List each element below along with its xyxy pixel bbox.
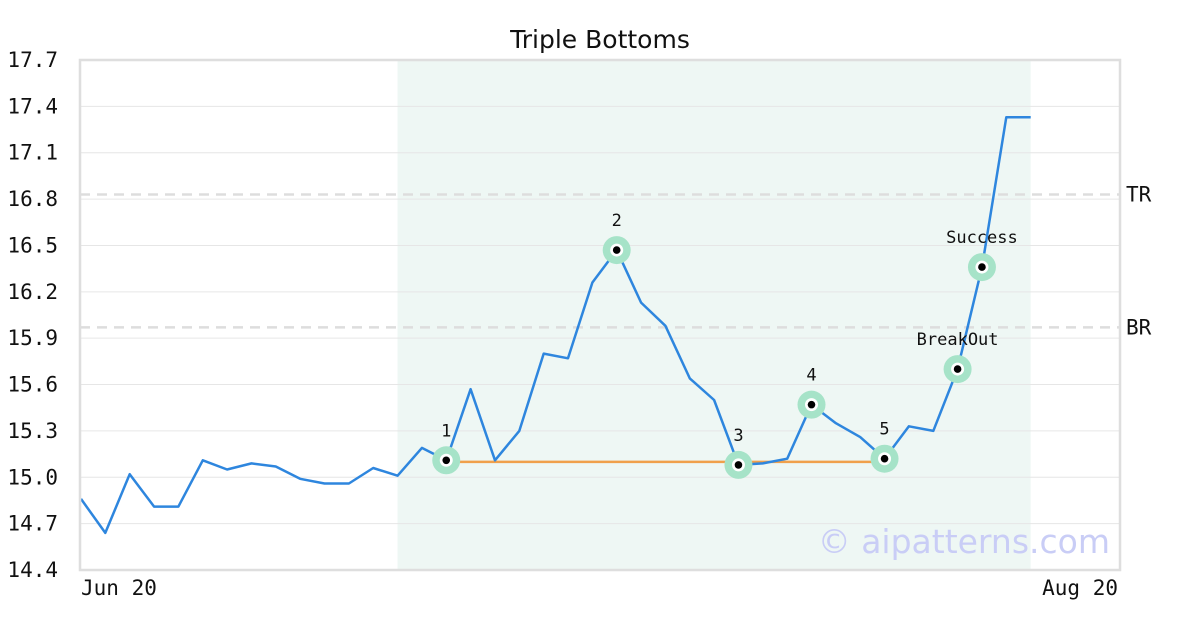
- annotation-label-4: 4: [806, 366, 816, 386]
- y-tick-label: 15.9: [7, 326, 58, 350]
- pattern-region: [397, 60, 1031, 570]
- y-tick-label: 15.3: [7, 419, 58, 443]
- y-tick-label: 16.8: [7, 187, 58, 211]
- y-tick-label: 16.2: [7, 280, 58, 304]
- annotation-label-2: 2: [612, 211, 622, 231]
- axes-layer: 14.4 14.7 15.0 15.3 15.6 15.9 16.2 16.5 16.8 17.1…: [7, 48, 1122, 600]
- reference-label-br: BR: [1126, 315, 1152, 339]
- pattern-region-layer: [397, 60, 1031, 570]
- watermark: © aipatterns.com: [818, 522, 1110, 561]
- y-tick-label: 17.7: [7, 48, 58, 72]
- price-series-line: [79, 115, 1031, 535]
- annotation-label-3: 3: [733, 426, 743, 446]
- marker-dot-2: [612, 246, 621, 254]
- y-tick-label: 14.4: [7, 558, 58, 582]
- series-layer: [79, 115, 1031, 535]
- y-tick-label: 14.7: [7, 512, 58, 536]
- annotation-label-1: 1: [441, 421, 451, 441]
- plot-border: [78, 58, 1122, 572]
- y-tick-label: 15.6: [7, 373, 58, 397]
- annotation-markers-layer: 1 2 3 4 5 BreakOut Success: [432, 211, 1018, 479]
- marker-dot-4: [807, 400, 816, 409]
- annotation-label-breakout: BreakOut: [917, 330, 999, 350]
- y-tick-label: 16.5: [7, 233, 58, 257]
- reference-label-tr: TR: [1126, 182, 1152, 206]
- marker-dot-5: [880, 454, 889, 463]
- annotation-label-success: Success: [946, 228, 1018, 248]
- marker-dot-success: [978, 263, 986, 271]
- x-tick-label: Aug 20: [1042, 576, 1118, 600]
- chart-title: Triple Bottoms: [509, 25, 690, 54]
- y-tick-label: 17.1: [7, 141, 58, 165]
- marker-dot-breakout: [953, 365, 962, 373]
- marker-dot-3: [734, 461, 743, 469]
- y-tick-label: 17.4: [7, 94, 58, 118]
- y-tick-label: 15.0: [7, 465, 58, 489]
- annotation-label-5: 5: [879, 420, 889, 440]
- x-tick-label: Jun 20: [81, 576, 157, 600]
- marker-dot-1: [442, 456, 451, 465]
- reference-lines-layer: TR BR: [80, 182, 1152, 339]
